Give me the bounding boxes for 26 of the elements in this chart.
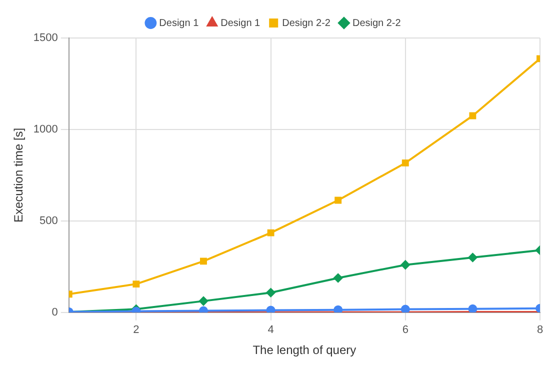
point bbox=[402, 159, 409, 166]
x-tick-label: 4 bbox=[268, 324, 274, 336]
point bbox=[469, 112, 476, 120]
y-axis-title: Execution time [s] bbox=[12, 128, 26, 223]
x-tick-label: 6 bbox=[402, 324, 408, 336]
point bbox=[334, 196, 342, 204]
point bbox=[267, 229, 274, 236]
y-tick-label: 500 bbox=[40, 214, 58, 227]
legend-label: Design 1 bbox=[220, 18, 261, 29]
y-tick-label: 0 bbox=[52, 306, 58, 318]
point bbox=[198, 296, 208, 306]
point bbox=[266, 288, 276, 298]
y-tick-label: 1500 bbox=[33, 32, 58, 44]
point bbox=[200, 258, 207, 265]
x-tick-label: 2 bbox=[133, 324, 140, 336]
point bbox=[132, 280, 140, 288]
legend-label: Design 2-2 bbox=[282, 18, 331, 29]
y-tick-label: 1000 bbox=[33, 124, 58, 136]
legend-label: Design 2-2 bbox=[352, 18, 402, 29]
x-tick-label: 8 bbox=[536, 324, 544, 336]
point bbox=[400, 260, 410, 270]
point bbox=[334, 274, 343, 283]
x-axis-title: The length of query bbox=[252, 343, 356, 358]
legend-label: Design 1 bbox=[159, 18, 200, 29]
point bbox=[468, 253, 478, 262]
point bbox=[468, 304, 478, 312]
